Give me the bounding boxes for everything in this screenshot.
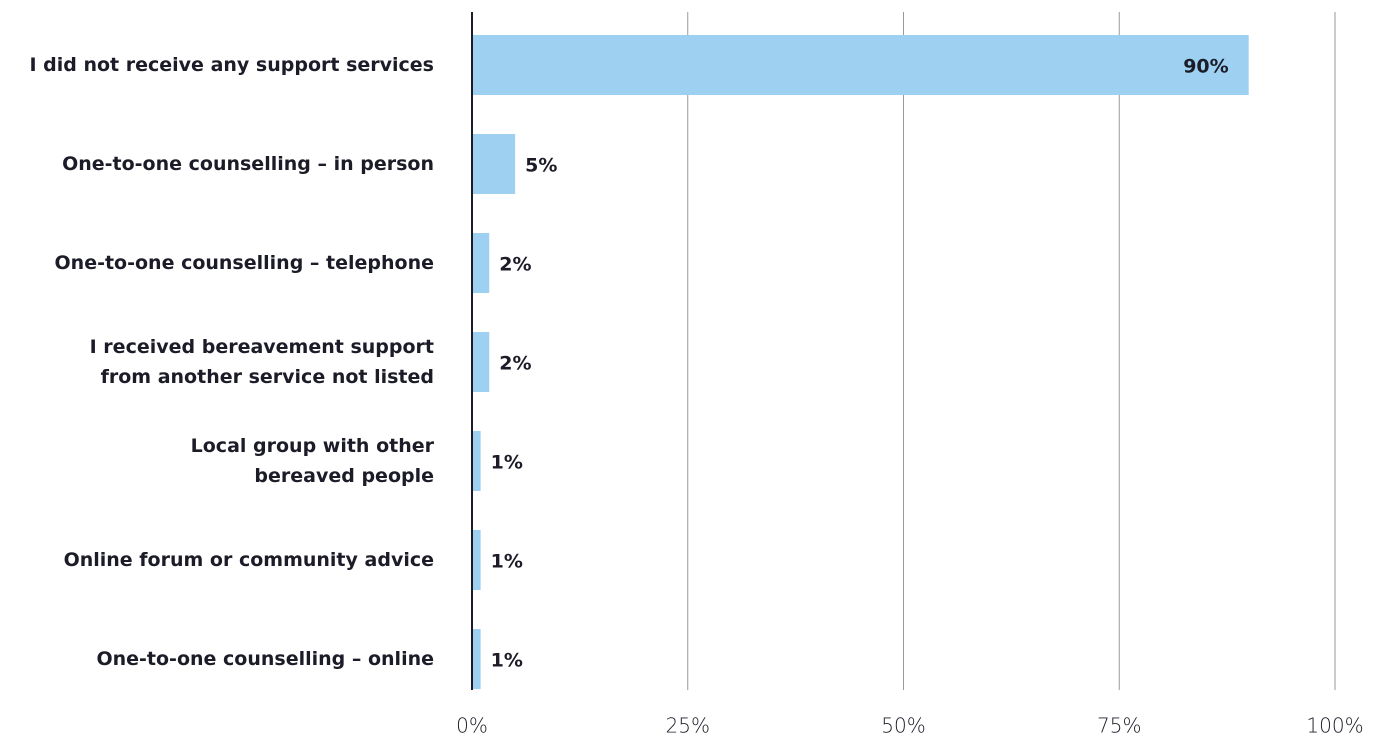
bar — [472, 134, 516, 194]
x-tick-label: 75% — [1097, 714, 1141, 738]
value-label: 5% — [525, 155, 557, 177]
x-tick-label: 25% — [666, 714, 710, 738]
category-label: One-to-one counselling – in person — [62, 153, 434, 175]
value-label: 2% — [499, 254, 531, 276]
bar — [472, 629, 481, 689]
bar — [472, 35, 1249, 95]
category-label: Online forum or community advice — [63, 549, 434, 571]
category-label: One-to-one counselling – telephone — [54, 252, 434, 274]
bar — [472, 431, 481, 491]
category-label: Local group with other bereaved people — [190, 435, 434, 487]
bar — [472, 530, 481, 590]
category-label: I received bereavement support from anot… — [89, 336, 434, 388]
value-label: 1% — [491, 452, 523, 474]
category-label: I did not receive any support services — [29, 54, 434, 76]
grid — [471, 12, 1336, 690]
value-label: 90% — [1183, 56, 1228, 78]
x-tick-label: 0% — [456, 714, 488, 738]
value-label: 1% — [491, 650, 523, 672]
value-label: 1% — [491, 551, 523, 573]
bar — [472, 332, 490, 392]
x-tick-label: 100% — [1306, 714, 1363, 738]
bar — [472, 233, 490, 293]
category-label: One-to-one counselling – online — [96, 648, 434, 670]
value-label: 2% — [499, 353, 531, 375]
x-tick-label: 50% — [881, 714, 925, 738]
